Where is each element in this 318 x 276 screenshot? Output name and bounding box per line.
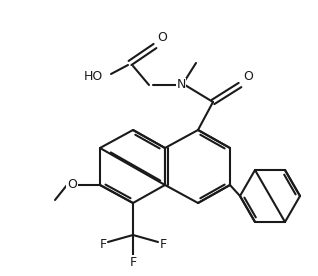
Text: HO: HO bbox=[84, 70, 103, 83]
Text: N: N bbox=[176, 78, 186, 92]
Text: F: F bbox=[129, 256, 136, 269]
Text: O: O bbox=[67, 179, 77, 192]
Text: F: F bbox=[159, 238, 167, 251]
Text: O: O bbox=[157, 31, 167, 44]
Text: O: O bbox=[243, 70, 253, 83]
Text: F: F bbox=[100, 238, 107, 251]
